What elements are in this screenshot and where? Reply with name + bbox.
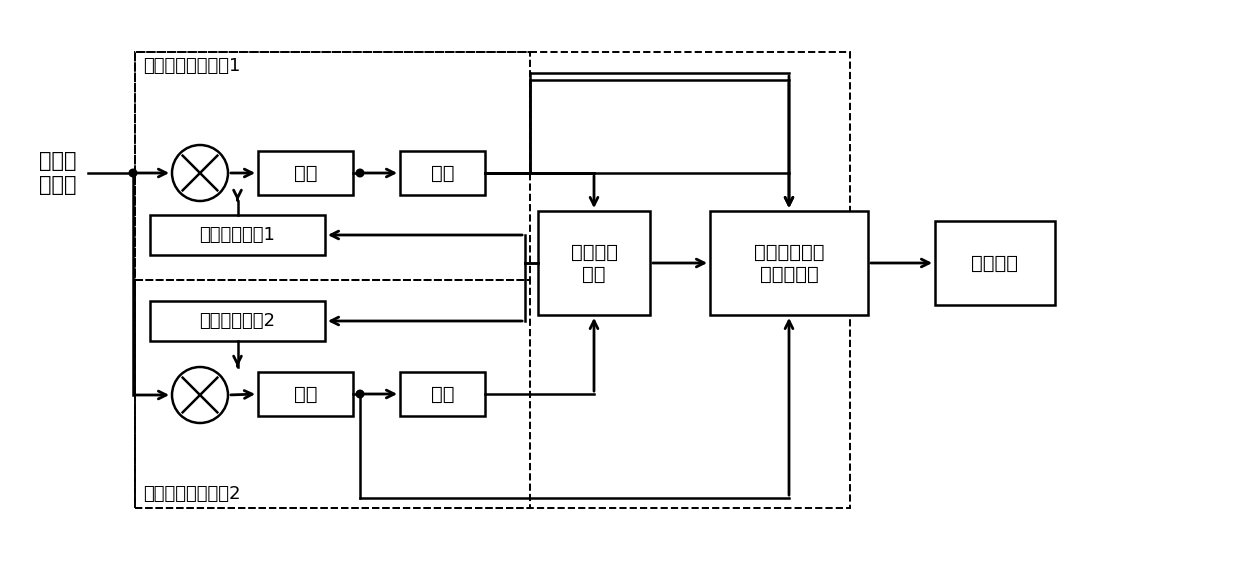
Text: 滤波: 滤波: [294, 163, 317, 182]
Circle shape: [356, 168, 365, 177]
Bar: [401, 372, 485, 416]
Text: 积分: 积分: [430, 385, 454, 404]
Text: 后续处理: 后续处理: [971, 253, 1018, 272]
Text: 搜索检测支路单元1: 搜索检测支路单元1: [143, 57, 241, 75]
Bar: [258, 372, 353, 416]
Bar: [935, 221, 1055, 305]
Bar: [150, 215, 325, 255]
Circle shape: [356, 390, 365, 399]
Circle shape: [172, 145, 228, 201]
Bar: [135, 52, 849, 508]
Bar: [135, 280, 529, 508]
Text: 滤波: 滤波: [294, 385, 317, 404]
Bar: [538, 211, 650, 315]
Text: 积分: 积分: [430, 163, 454, 182]
Bar: [258, 151, 353, 195]
Bar: [135, 52, 529, 280]
Bar: [401, 151, 485, 195]
Bar: [150, 301, 325, 341]
Text: 搜索检测支路单元2: 搜索检测支路单元2: [143, 485, 241, 503]
Text: 接收跳
频信号: 接收跳 频信号: [40, 151, 77, 195]
Bar: [711, 211, 868, 315]
Text: 本地解跳本振2: 本地解跳本振2: [200, 312, 275, 330]
Text: 捕获判定
单元: 捕获判定 单元: [570, 243, 618, 284]
Text: 本地解跳本振1: 本地解跳本振1: [200, 226, 275, 244]
Text: 峰值比对及支
路选择单元: 峰值比对及支 路选择单元: [754, 243, 825, 284]
Circle shape: [172, 367, 228, 423]
Circle shape: [129, 168, 138, 177]
